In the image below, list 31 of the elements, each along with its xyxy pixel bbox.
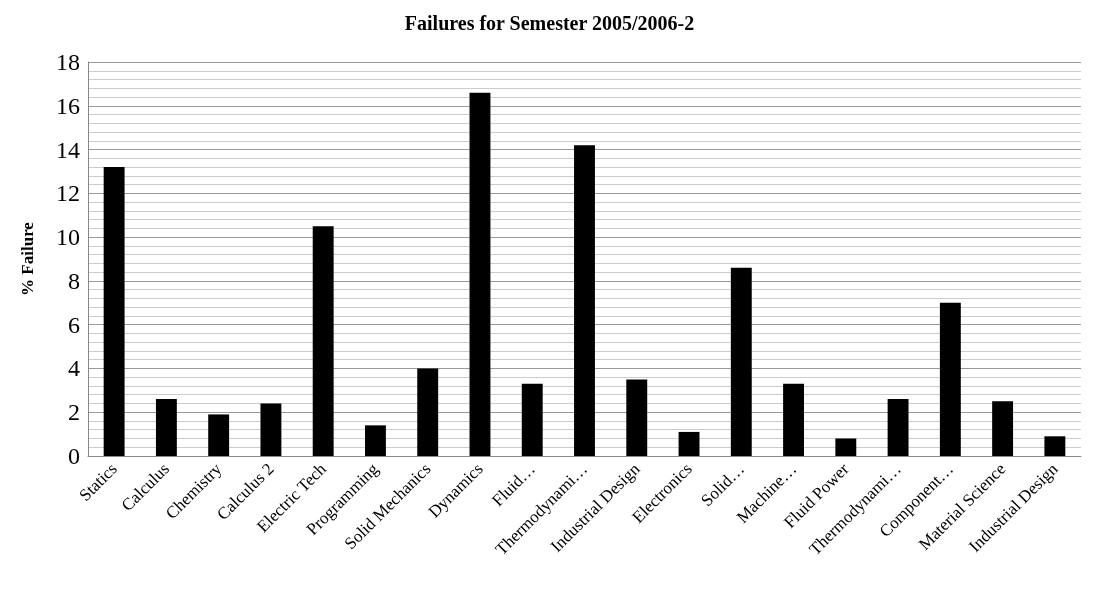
y-tick-label: 6 bbox=[68, 311, 80, 338]
bar bbox=[208, 414, 230, 456]
bar bbox=[260, 403, 282, 456]
y-tick-label: 16 bbox=[56, 92, 80, 119]
chart-title: Failures for Semester 2005/2006-2 bbox=[404, 12, 695, 34]
y-tick-label: 12 bbox=[56, 180, 80, 207]
bar bbox=[417, 368, 439, 456]
bar bbox=[626, 379, 648, 456]
y-tick-label: 4 bbox=[68, 355, 80, 382]
bar bbox=[1044, 436, 1066, 456]
y-tick-label: 14 bbox=[56, 136, 80, 163]
y-tick-label: 2 bbox=[68, 399, 80, 426]
bar bbox=[730, 267, 752, 456]
bar bbox=[835, 438, 857, 456]
bar bbox=[103, 167, 125, 456]
bar bbox=[521, 383, 543, 456]
bar bbox=[939, 302, 961, 456]
bar bbox=[887, 399, 909, 456]
bar bbox=[155, 399, 177, 456]
bar bbox=[574, 145, 595, 456]
y-tick-label: 0 bbox=[68, 443, 80, 469]
y-axis-title: % Failure bbox=[18, 221, 37, 296]
bar bbox=[783, 383, 805, 456]
bar bbox=[312, 226, 334, 456]
bar bbox=[364, 425, 386, 456]
y-tick-label: 8 bbox=[68, 267, 80, 294]
y-tick-label: 10 bbox=[56, 224, 80, 251]
bar bbox=[469, 92, 491, 456]
y-tick-label: 18 bbox=[56, 49, 80, 75]
bar bbox=[992, 401, 1014, 456]
bar bbox=[678, 431, 700, 456]
